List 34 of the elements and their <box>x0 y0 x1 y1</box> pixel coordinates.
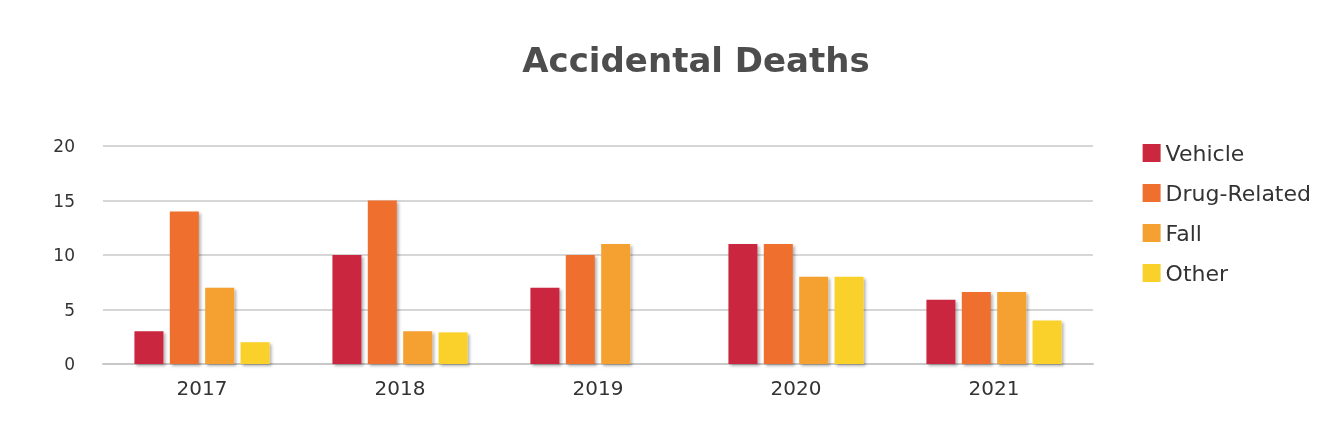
bar <box>403 331 433 364</box>
x-tick-label: 2019 <box>572 376 624 400</box>
bar <box>367 200 397 364</box>
bar <box>169 211 199 364</box>
bar <box>728 244 758 364</box>
bar <box>530 287 560 364</box>
chart-title: Accidental Deaths <box>522 40 870 80</box>
legend-label: Other <box>1165 260 1230 286</box>
bar <box>1032 320 1062 364</box>
bar <box>961 292 991 364</box>
x-tick-label: 2021 <box>968 376 1020 400</box>
bar <box>565 255 595 364</box>
y-tick-label: 20 <box>53 136 75 156</box>
bar <box>763 244 793 364</box>
bar <box>134 331 164 364</box>
y-tick-label: 10 <box>53 245 75 265</box>
x-tick-label: 2018 <box>374 376 426 400</box>
legend-label: Fall <box>1165 220 1202 246</box>
bar <box>332 255 362 364</box>
x-tick-label: 2017 <box>176 376 228 400</box>
y-tick-label: 5 <box>64 299 75 320</box>
bar <box>997 292 1027 364</box>
y-tick-label: 0 <box>64 354 75 374</box>
bar <box>834 276 864 364</box>
legend-label: Vehicle <box>1165 140 1245 166</box>
legend-label: Drug-Related <box>1165 180 1312 206</box>
x-tick-label: 2020 <box>770 376 822 400</box>
bar <box>240 342 270 364</box>
bar <box>205 287 235 364</box>
bar <box>799 276 829 364</box>
bar <box>438 332 468 364</box>
bar <box>926 299 956 364</box>
y-tick-label: 15 <box>53 190 75 211</box>
bar <box>601 244 631 364</box>
